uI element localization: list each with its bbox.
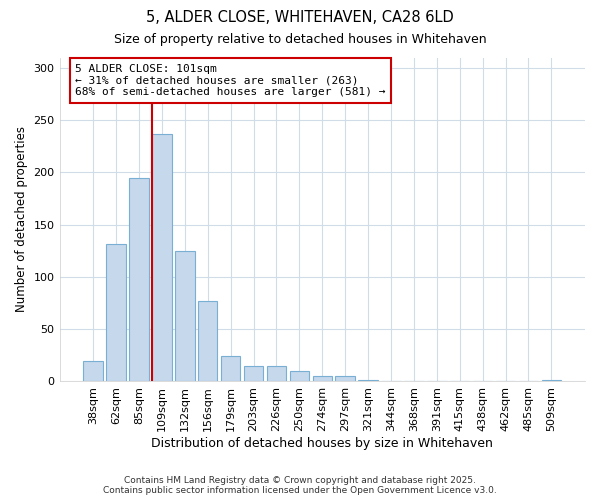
Text: Size of property relative to detached houses in Whitehaven: Size of property relative to detached ho… [113,32,487,46]
Bar [198,301,217,382]
Bar [83,360,103,382]
Bar [175,251,194,382]
Bar [313,376,332,382]
Bar [267,366,286,382]
Bar [244,366,263,382]
Bar [152,134,172,382]
Text: 5 ALDER CLOSE: 101sqm
← 31% of detached houses are smaller (263)
68% of semi-det: 5 ALDER CLOSE: 101sqm ← 31% of detached … [76,64,386,97]
X-axis label: Distribution of detached houses by size in Whitehaven: Distribution of detached houses by size … [151,437,493,450]
Bar [358,380,378,382]
Text: Contains HM Land Registry data © Crown copyright and database right 2025.
Contai: Contains HM Land Registry data © Crown c… [103,476,497,495]
Bar [129,178,149,382]
Bar [335,376,355,382]
Bar [106,244,126,382]
Bar [221,356,241,382]
Bar [542,380,561,382]
Bar [290,371,309,382]
Y-axis label: Number of detached properties: Number of detached properties [15,126,28,312]
Text: 5, ALDER CLOSE, WHITEHAVEN, CA28 6LD: 5, ALDER CLOSE, WHITEHAVEN, CA28 6LD [146,10,454,25]
